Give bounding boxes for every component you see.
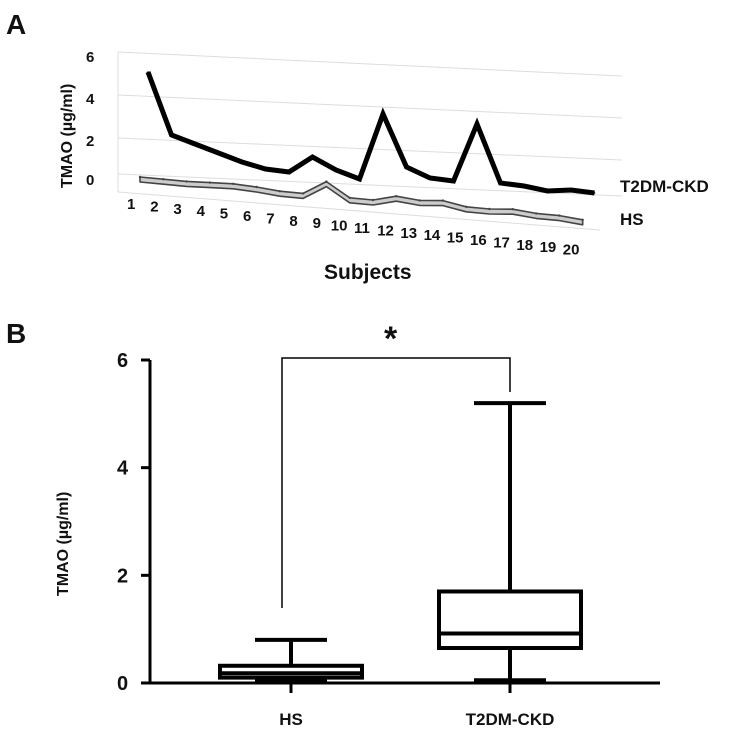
subject-tick-label: 19 — [540, 239, 557, 256]
panel-a-series — [138, 71, 596, 226]
subject-tick-label: 5 — [220, 206, 228, 223]
panel-b-y-axis-title: TMAO (µg/ml) — [55, 492, 72, 596]
hs-point — [301, 192, 305, 195]
subject-tick-label: 14 — [424, 227, 441, 244]
floor-front-edge — [117, 191, 601, 231]
subject-tick-label: 10 — [331, 218, 348, 235]
subject-tick-label: 8 — [289, 213, 297, 230]
subject-tick-label: 2 — [150, 198, 158, 215]
subject-tick-label: 1 — [127, 196, 135, 213]
t2dm-ckd-point — [288, 171, 290, 173]
gridline-0 — [117, 173, 623, 197]
hs-point — [534, 212, 538, 215]
panel-a: A 6 4 2 0 TMAO (µg/ml) 1 2 3 4 5 6 7 8 9 10 11 12 13… — [6, 9, 709, 284]
hs-point — [511, 208, 514, 211]
series-t2dm-ckd-line — [145, 71, 595, 196]
t2dm-ckd-point — [241, 161, 243, 163]
subject-tick-label: 4 — [197, 203, 206, 220]
hs-point — [395, 195, 398, 198]
panel-b-x-label-hs: HS — [279, 710, 303, 729]
panel-a-x-axis-title: Subjects — [324, 261, 412, 284]
t2dm-ckd-point — [499, 182, 502, 184]
hs-point — [138, 175, 142, 179]
hs-point — [325, 180, 328, 183]
panel-a-ytick: 2 — [86, 133, 94, 150]
subject-tick-label: 17 — [493, 234, 510, 251]
iqr-box — [437, 589, 583, 651]
t2dm-ckd-point — [335, 169, 337, 171]
subject-tick-label: 20 — [563, 242, 580, 259]
t2dm-ckd-point — [194, 143, 196, 145]
hs-point — [465, 205, 468, 208]
t2dm-ckd-point — [593, 192, 596, 194]
subject-tick-label: 7 — [266, 210, 274, 227]
panel-a-letter: A — [6, 9, 26, 40]
t2dm-ckd-point — [382, 113, 384, 115]
significance-bracket — [281, 357, 511, 608]
panel-a-ytick: 4 — [86, 91, 95, 108]
t2dm-ckd-point — [570, 189, 572, 191]
hs-point — [488, 207, 491, 211]
t2dm-ckd-point — [217, 152, 220, 154]
subject-tick-label: 11 — [354, 220, 370, 237]
t2dm-ckd-point — [147, 71, 149, 73]
box-t2dm-ckd — [437, 401, 583, 683]
panel-b-x-labels: HS T2DM-CKD — [279, 683, 554, 729]
panel-b-ytick-label: 0 — [117, 673, 128, 695]
subject-tick-label: 16 — [470, 232, 487, 249]
gridline-4 — [117, 94, 623, 119]
series-hs-ribbon — [139, 176, 584, 226]
hs-point — [232, 182, 235, 185]
t2dm-ckd-point — [358, 178, 361, 180]
hs-point — [418, 199, 421, 202]
panel-b-ytick-label: 6 — [117, 350, 128, 372]
panel-b-x-label-t2dm-ckd: T2DM-CKD — [466, 710, 555, 729]
legend-label-hs: HS — [620, 210, 644, 229]
subject-tick-label: 9 — [313, 215, 321, 232]
panel-a-ytick: 0 — [86, 172, 94, 189]
hs-point — [581, 218, 584, 221]
hs-point — [441, 199, 445, 202]
panel-a-y-ticks: 6 4 2 0 — [86, 49, 95, 189]
t2dm-ckd-point — [405, 166, 408, 168]
hs-point — [255, 185, 258, 189]
panel-b-ytick-label: 4 — [117, 458, 129, 480]
box-hs — [218, 637, 364, 683]
hs-point — [558, 214, 561, 217]
subject-tick-label: 12 — [377, 222, 394, 239]
hs-point — [371, 198, 375, 202]
panel-b-letter: B — [6, 318, 26, 349]
panel-b-boxes — [218, 401, 583, 683]
panel-b-ytick-label: 2 — [117, 565, 128, 587]
hs-point — [348, 196, 351, 199]
t2dm-ckd-point — [170, 134, 173, 136]
significance-asterisk: * — [384, 320, 398, 358]
gridline-6 — [117, 51, 623, 77]
subject-tick-label: 18 — [516, 237, 533, 254]
t2dm-ckd-point — [311, 156, 314, 158]
hs-point — [185, 180, 188, 183]
panel-a-y-axis-title: TMAO (µg/ml) — [59, 84, 76, 188]
legend-label-t2dm-ckd: T2DM-CKD — [620, 177, 709, 196]
t2dm-ckd-point — [429, 177, 431, 179]
subject-tick-label: 13 — [400, 225, 417, 242]
t2dm-ckd-point — [523, 185, 525, 187]
panel-a-x-ticks: 1 2 3 4 5 6 7 8 9 10 11 12 13 14 15 16 17 18 19 20 — [127, 196, 579, 259]
panel-b: B 0 2 4 6 TMAO (µg/ml) HS T2DM-CKD * — [6, 318, 660, 729]
t2dm-ckd-point — [546, 190, 549, 192]
panel-a-ytick: 6 — [86, 49, 94, 66]
subject-tick-label: 3 — [173, 201, 181, 218]
panel-b-y-ticks: 0 2 4 6 — [117, 350, 150, 695]
hs-point — [208, 181, 212, 184]
t2dm-ckd-point — [264, 168, 267, 170]
hs-point — [162, 178, 165, 181]
subject-tick-label: 15 — [447, 230, 464, 247]
hs-point — [278, 190, 281, 193]
t2dm-ckd-point — [452, 180, 455, 182]
t2dm-ckd-point — [476, 123, 478, 125]
subject-tick-label: 6 — [243, 208, 251, 225]
